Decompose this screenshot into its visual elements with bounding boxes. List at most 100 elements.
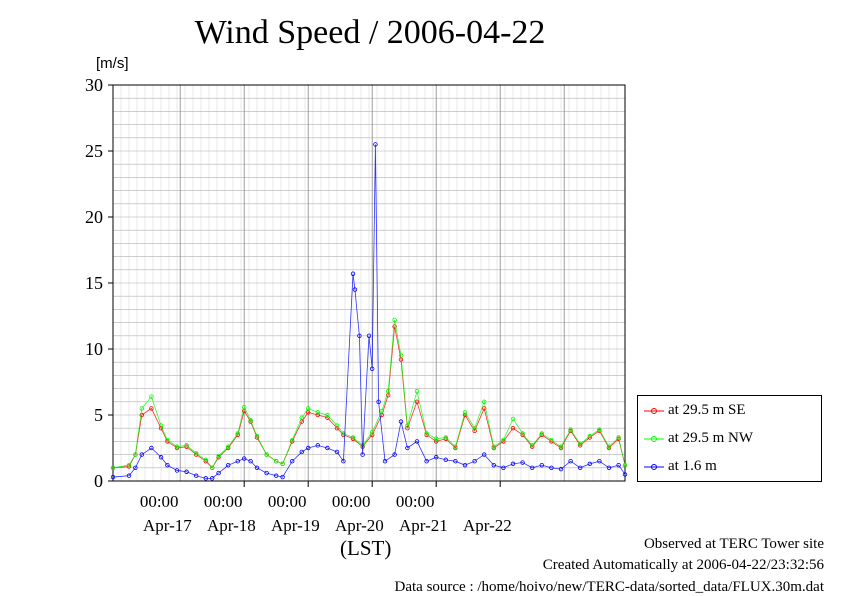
data-point-1: [184, 443, 189, 448]
data-point-1: [139, 406, 144, 411]
data-point-2: [248, 459, 253, 464]
y-tick-label: 25: [85, 141, 103, 161]
footer-site: Observed at TERC Tower site: [643, 536, 824, 552]
data-point-1: [520, 431, 525, 436]
data-point-2: [414, 439, 420, 444]
data-point-1: [379, 408, 384, 414]
data-point-2: [334, 449, 340, 455]
legend-label-1-6m: at 1.6 m: [668, 458, 717, 474]
y-tick-label: 20: [85, 207, 103, 227]
data-point-2: [376, 399, 381, 404]
data-point-1: [530, 443, 535, 448]
data-point-1: [248, 418, 253, 423]
data-point-2: [139, 452, 144, 457]
data-point-2: [520, 460, 525, 465]
data-point-1: [334, 423, 340, 428]
data-point-2: [597, 459, 602, 464]
data-point-2: [357, 333, 362, 338]
data-point-2: [325, 445, 330, 451]
x-time-label: 00:00: [268, 492, 307, 511]
x-date-label: Apr-22: [463, 516, 512, 535]
data-point-2: [491, 462, 496, 468]
data-point-0: [325, 415, 330, 420]
data-point-2: [587, 461, 592, 467]
data-point-2: [510, 461, 516, 467]
data-point-0: [472, 428, 477, 434]
data-point-1: [315, 410, 320, 415]
data-point-1: [370, 429, 375, 435]
data-point-1: [203, 457, 208, 463]
legend-marker-nw: [644, 436, 664, 442]
data-point-1: [350, 435, 356, 440]
data-point-2: [264, 470, 269, 476]
data-point-1: [235, 431, 240, 436]
data-point-1: [165, 437, 170, 443]
data-point-2: [280, 474, 285, 480]
data-point-1: [568, 427, 573, 432]
data-point-1: [149, 394, 154, 399]
data-point-1: [209, 465, 215, 470]
data-point-1: [558, 444, 564, 449]
data-point-1: [299, 415, 304, 420]
data-point-2: [568, 459, 573, 464]
data-point-2: [398, 419, 404, 424]
data-point-0: [414, 399, 420, 404]
data-point-0: [434, 439, 439, 444]
data-point-1: [216, 453, 221, 459]
data-point-1: [424, 431, 429, 436]
data-point-1: [510, 416, 516, 422]
data-point-0: [510, 426, 516, 431]
data-point-2: [472, 459, 477, 464]
legend: at 29.5 m SE at 29.5 m NW at 1.6 m: [637, 395, 822, 482]
data-point-2: [149, 445, 154, 451]
data-point-1: [606, 444, 612, 449]
x-date-label: Apr-18: [207, 516, 256, 535]
data-point-2: [235, 459, 240, 464]
data-point-2: [501, 465, 506, 470]
legend-marker-se: [644, 408, 664, 414]
x-time-label: 00:00: [204, 492, 243, 511]
data-point-2: [424, 459, 429, 464]
data-point-1: [482, 399, 487, 404]
data-point-1: [443, 435, 448, 440]
data-point-2: [315, 443, 320, 448]
data-point-2: [622, 472, 628, 477]
data-point-2: [443, 457, 448, 463]
data-point-1: [539, 431, 544, 436]
y-tick-label: 5: [94, 405, 103, 425]
data-point-1: [254, 433, 260, 439]
data-point-2: [133, 465, 138, 470]
footer-created: Created Automatically at 2006-04-22/23:3…: [542, 557, 824, 573]
y-axis-unit-label: [m/s]: [96, 55, 129, 72]
data-point-2: [482, 452, 487, 457]
data-point-2: [366, 333, 372, 338]
data-point-2: [350, 271, 356, 276]
footer-source: Data source : /home/hoivo/new/TERC-data/…: [394, 579, 825, 595]
x-date-label: Apr-20: [335, 516, 384, 535]
data-point-2: [174, 468, 180, 473]
data-point-1: [126, 462, 132, 468]
data-point-2: [616, 462, 621, 468]
x-time-label: 00:00: [140, 492, 179, 511]
y-tick-label: 10: [85, 339, 103, 359]
data-point-1: [325, 412, 330, 418]
data-point-2: [606, 465, 612, 470]
data-point-1: [280, 461, 285, 467]
data-point-1: [501, 437, 506, 443]
chart-title: Wind Speed / 2006-04-22: [194, 14, 546, 51]
data-point-1: [158, 423, 164, 428]
data-point-2: [578, 465, 583, 470]
data-point-1: [462, 410, 468, 415]
data-point-0: [405, 426, 410, 431]
data-point-1: [398, 353, 404, 358]
x-date-label: Apr-21: [399, 516, 448, 535]
data-point-2: [549, 465, 554, 470]
data-point-1: [193, 451, 199, 456]
data-point-0: [392, 324, 397, 329]
data-point-2: [241, 456, 247, 461]
data-point-2: [530, 465, 535, 470]
y-tick-label: 30: [85, 75, 103, 95]
data-point-1: [587, 433, 592, 439]
data-point-1: [174, 444, 180, 449]
